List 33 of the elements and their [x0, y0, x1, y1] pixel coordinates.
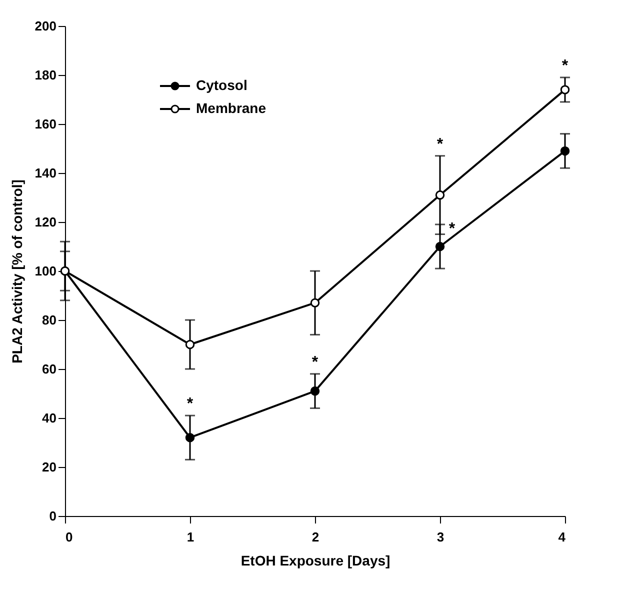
point [560, 146, 570, 156]
y-tick-label: 180 [34, 68, 56, 82]
annotation: * [436, 136, 444, 153]
y-tick-label: 20 [42, 460, 56, 474]
point [560, 85, 570, 94]
y-tick-label: 40 [42, 410, 56, 426]
x-tick-label: 2 [312, 530, 320, 544]
point [185, 432, 195, 442]
y-tick-label: 140 [34, 166, 56, 180]
annotation: * [562, 57, 569, 74]
y-tick-label: 120 [34, 214, 56, 230]
y-axis-title: PLA2 Activity [% of control] [8, 180, 25, 364]
legend-label: Membrane [196, 100, 266, 116]
annotation: * [312, 354, 319, 371]
y-tick-label: 160 [34, 116, 56, 132]
x-tick-label: 1 [186, 530, 194, 544]
annotation: * [186, 396, 194, 413]
y-tick-label: 100 [34, 264, 56, 278]
y-tick-label: 200 [34, 18, 56, 34]
point [435, 242, 445, 252]
point [310, 386, 320, 396]
x-tick-label: 4 [558, 530, 566, 544]
y-tick-label: 80 [42, 312, 56, 328]
annotation: * [448, 220, 456, 238]
x-tick-label: 3 [436, 530, 444, 544]
legend-label: Cytosol [196, 77, 248, 93]
y-tick-label: 0 [49, 508, 56, 524]
point [435, 190, 445, 200]
y-tick-label: 60 [42, 362, 56, 376]
point [185, 340, 195, 350]
x-axis-title: EtOH Exposure [Days] [240, 552, 390, 568]
x-tick-label: 0 [66, 530, 73, 544]
point [310, 298, 320, 308]
